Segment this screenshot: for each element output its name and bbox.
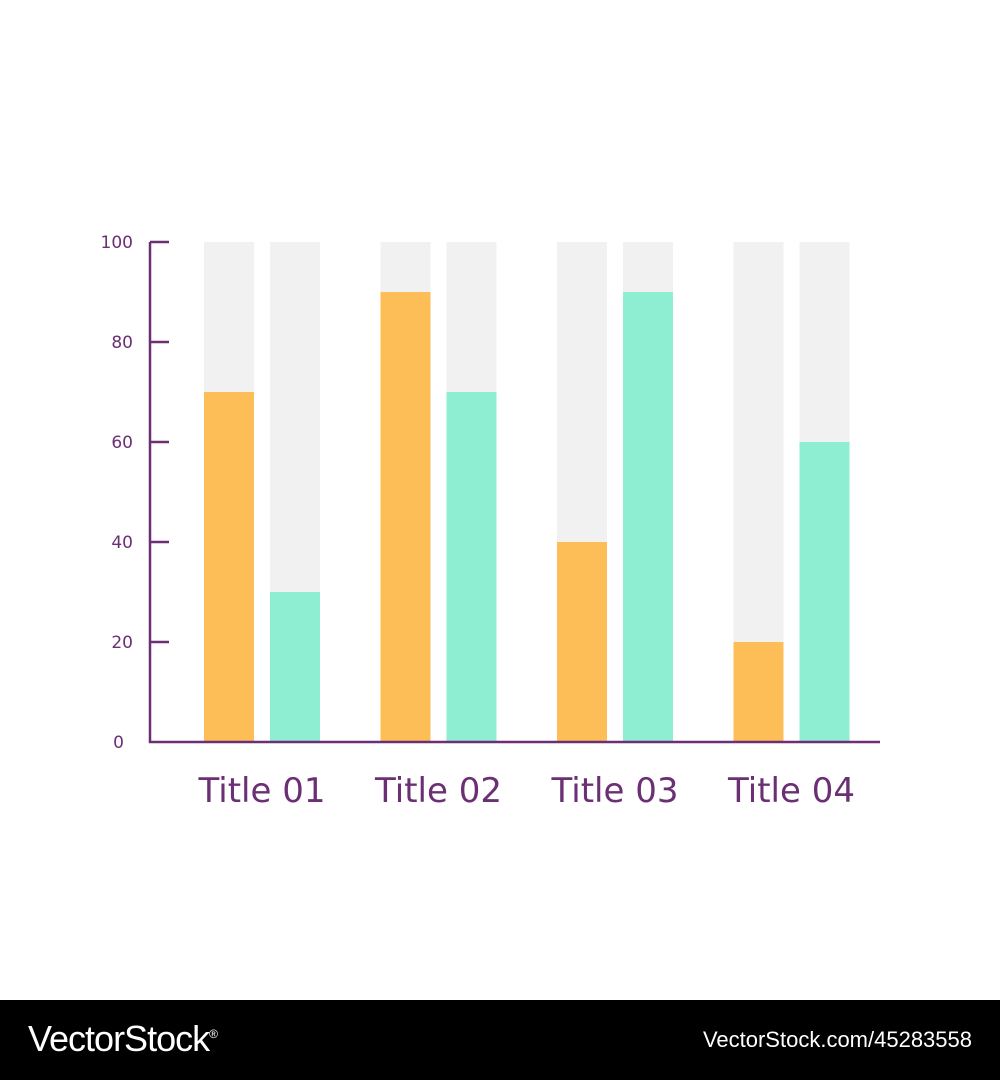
y-tick-label: 20 — [111, 633, 133, 653]
bar — [204, 392, 254, 742]
bar — [557, 542, 607, 742]
y-tick-label: 40 — [111, 533, 133, 553]
bar — [733, 642, 784, 742]
bar — [799, 442, 850, 742]
watermark-brand-mark: ® — [209, 1027, 218, 1041]
bar — [380, 292, 431, 742]
watermark-bar: VectorStock® VectorStock.com/45283558 — [0, 1000, 1000, 1080]
watermark-brand-text: VectorStock — [28, 1018, 210, 1059]
watermark-brand: VectorStock® — [28, 1018, 218, 1060]
x-tick-label: Title 02 — [374, 771, 502, 811]
x-tick-label: Title 04 — [727, 771, 855, 811]
y-tick-label: 60 — [111, 433, 133, 453]
y-tick-label: 0 — [113, 733, 124, 753]
x-tick-label: Title 01 — [198, 771, 326, 811]
bar — [270, 592, 320, 742]
y-tick-label: 80 — [111, 333, 133, 353]
bar — [623, 292, 673, 742]
x-tick-label: Title 03 — [551, 771, 679, 811]
bar — [446, 392, 497, 742]
bar-chart: Title 01 Title 02 Title 03 Title 04 0 20 40 60 8… — [101, 233, 880, 811]
chart-canvas: Title 01 Title 02 Title 03 Title 04 0 20 40 60 8… — [101, 233, 880, 811]
watermark-url: VectorStock.com/45283558 — [702, 1027, 972, 1052]
y-tick-label: 100 — [101, 233, 133, 253]
